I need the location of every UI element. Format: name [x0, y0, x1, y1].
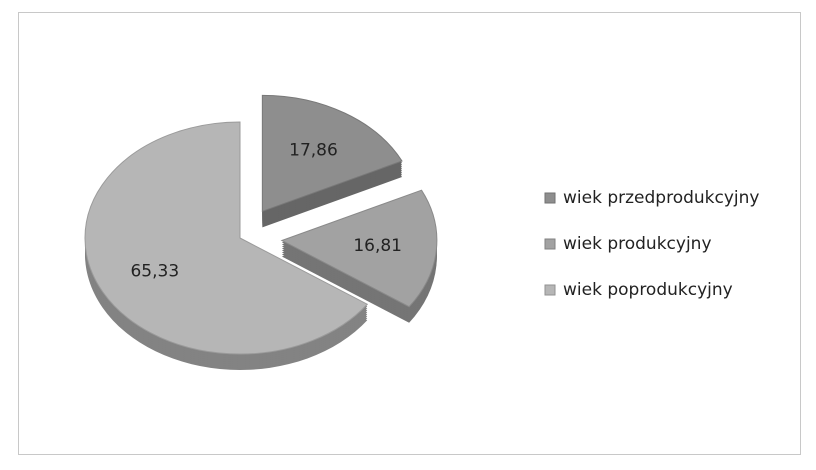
data-label: 16,81: [353, 236, 402, 256]
legend-swatch: [544, 238, 556, 250]
legend: wiek przedprodukcyjny wiek produkcyjny wie…: [544, 188, 759, 300]
legend-swatch: [544, 192, 556, 204]
data-label: 65,33: [130, 261, 179, 281]
legend-label: wiek poprodukcyjny: [563, 280, 733, 300]
data-label: 17,86: [289, 140, 338, 160]
legend-label: wiek produkcyjny: [563, 234, 712, 254]
slice: [280, 189, 438, 308]
pie: 17,86 16,81 65,33: [84, 94, 438, 370]
slice: [84, 121, 369, 355]
slice: [261, 94, 403, 213]
legend-label: wiek przedprodukcyjny: [563, 188, 759, 208]
legend-swatch: [544, 284, 556, 296]
